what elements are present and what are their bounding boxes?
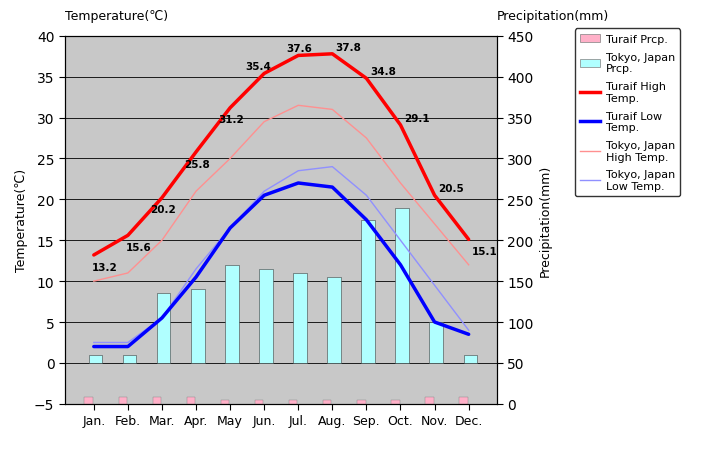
Bar <box>391 400 400 404</box>
Bar <box>89 355 102 363</box>
Legend: Turaif Prcp., Tokyo, Japan
Prcp., Turaif High
Temp., Turaif Low
Temp., Tokyo, Ja: Turaif Prcp., Tokyo, Japan Prcp., Turaif… <box>575 29 680 197</box>
Bar <box>259 269 273 363</box>
Bar <box>289 400 297 404</box>
Bar <box>429 322 443 363</box>
Bar <box>255 400 264 404</box>
Bar <box>225 265 238 363</box>
Text: 15.1: 15.1 <box>472 246 498 257</box>
Text: 37.6: 37.6 <box>287 44 312 54</box>
Bar <box>119 397 127 404</box>
Bar <box>357 400 366 404</box>
Text: 31.2: 31.2 <box>218 115 244 125</box>
Text: Temperature(℃): Temperature(℃) <box>65 10 168 23</box>
Bar <box>157 294 171 363</box>
Text: 15.6: 15.6 <box>126 242 152 252</box>
Text: 35.4: 35.4 <box>246 62 271 72</box>
Bar <box>191 290 204 363</box>
Bar <box>361 220 375 363</box>
Bar <box>464 355 477 363</box>
Bar <box>459 397 468 404</box>
Bar <box>426 397 433 404</box>
Text: 13.2: 13.2 <box>92 262 118 272</box>
Text: 34.8: 34.8 <box>370 67 396 77</box>
Bar <box>123 355 136 363</box>
Text: 20.2: 20.2 <box>150 205 176 215</box>
Bar <box>293 274 307 363</box>
Text: 29.1: 29.1 <box>404 113 430 123</box>
Bar <box>395 208 409 363</box>
Text: 25.8: 25.8 <box>184 159 210 169</box>
Bar <box>84 397 93 404</box>
Y-axis label: Temperature(℃): Temperature(℃) <box>15 169 29 272</box>
Bar <box>221 400 229 404</box>
Bar <box>153 397 161 404</box>
Bar <box>323 400 331 404</box>
Y-axis label: Precipitation(mm): Precipitation(mm) <box>539 164 552 276</box>
Text: Precipitation(mm): Precipitation(mm) <box>497 10 609 23</box>
Text: 20.5: 20.5 <box>438 184 464 194</box>
Bar <box>186 397 195 404</box>
Bar <box>327 277 341 363</box>
Text: 37.8: 37.8 <box>336 43 361 53</box>
